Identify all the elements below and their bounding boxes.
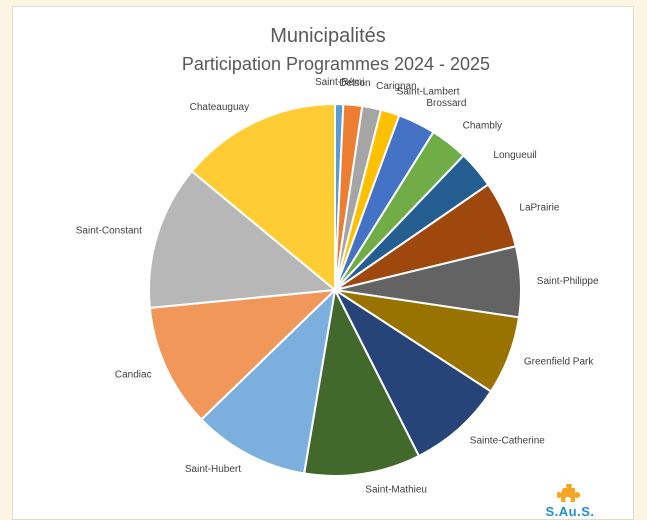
slice-label: Saint-Mathieu bbox=[365, 485, 427, 496]
pie-slice-saint-mathieu bbox=[302, 286, 421, 477]
pie-slices bbox=[148, 102, 522, 477]
slice-label: Delson bbox=[339, 78, 370, 89]
slice-label: Longueuil bbox=[493, 150, 536, 161]
pie-slice-saint-hubert bbox=[199, 287, 337, 475]
slice-label: Sainte-Catherine bbox=[470, 435, 545, 446]
slice-label: Candiac bbox=[115, 370, 152, 381]
slice-label: Saint-Philippe bbox=[537, 276, 599, 287]
chart-title: Municipalités bbox=[270, 25, 386, 47]
logo-text: S.Au.S. bbox=[545, 504, 595, 519]
slice-label: Chateauguay bbox=[190, 102, 250, 113]
slice-label: Saint-Constant bbox=[76, 226, 142, 237]
pie-slice-sainte-catherine bbox=[332, 287, 493, 458]
slice-label: Chambly bbox=[463, 121, 502, 132]
pie-slice-candiac bbox=[148, 288, 338, 421]
slice-label: Carignan bbox=[376, 81, 417, 92]
slice-label: Brossard bbox=[426, 98, 466, 109]
saus-logo: S.Au.S. bbox=[532, 484, 608, 519]
chart-subtitle: Participation Programmes 2024 - 2025 bbox=[182, 54, 490, 74]
slice-label: Saint-Rémi bbox=[315, 77, 364, 88]
puzzle-icon bbox=[557, 484, 581, 502]
slice-label: Saint-Hubert bbox=[185, 464, 241, 475]
pie-slice-chateauguay bbox=[190, 102, 336, 293]
slice-label: LaPrairie bbox=[519, 203, 559, 214]
pie-slice-saint-constant bbox=[148, 169, 338, 309]
slice-label: Saint-Lambert bbox=[397, 86, 460, 97]
slice-label: Greenfield Park bbox=[524, 357, 594, 368]
